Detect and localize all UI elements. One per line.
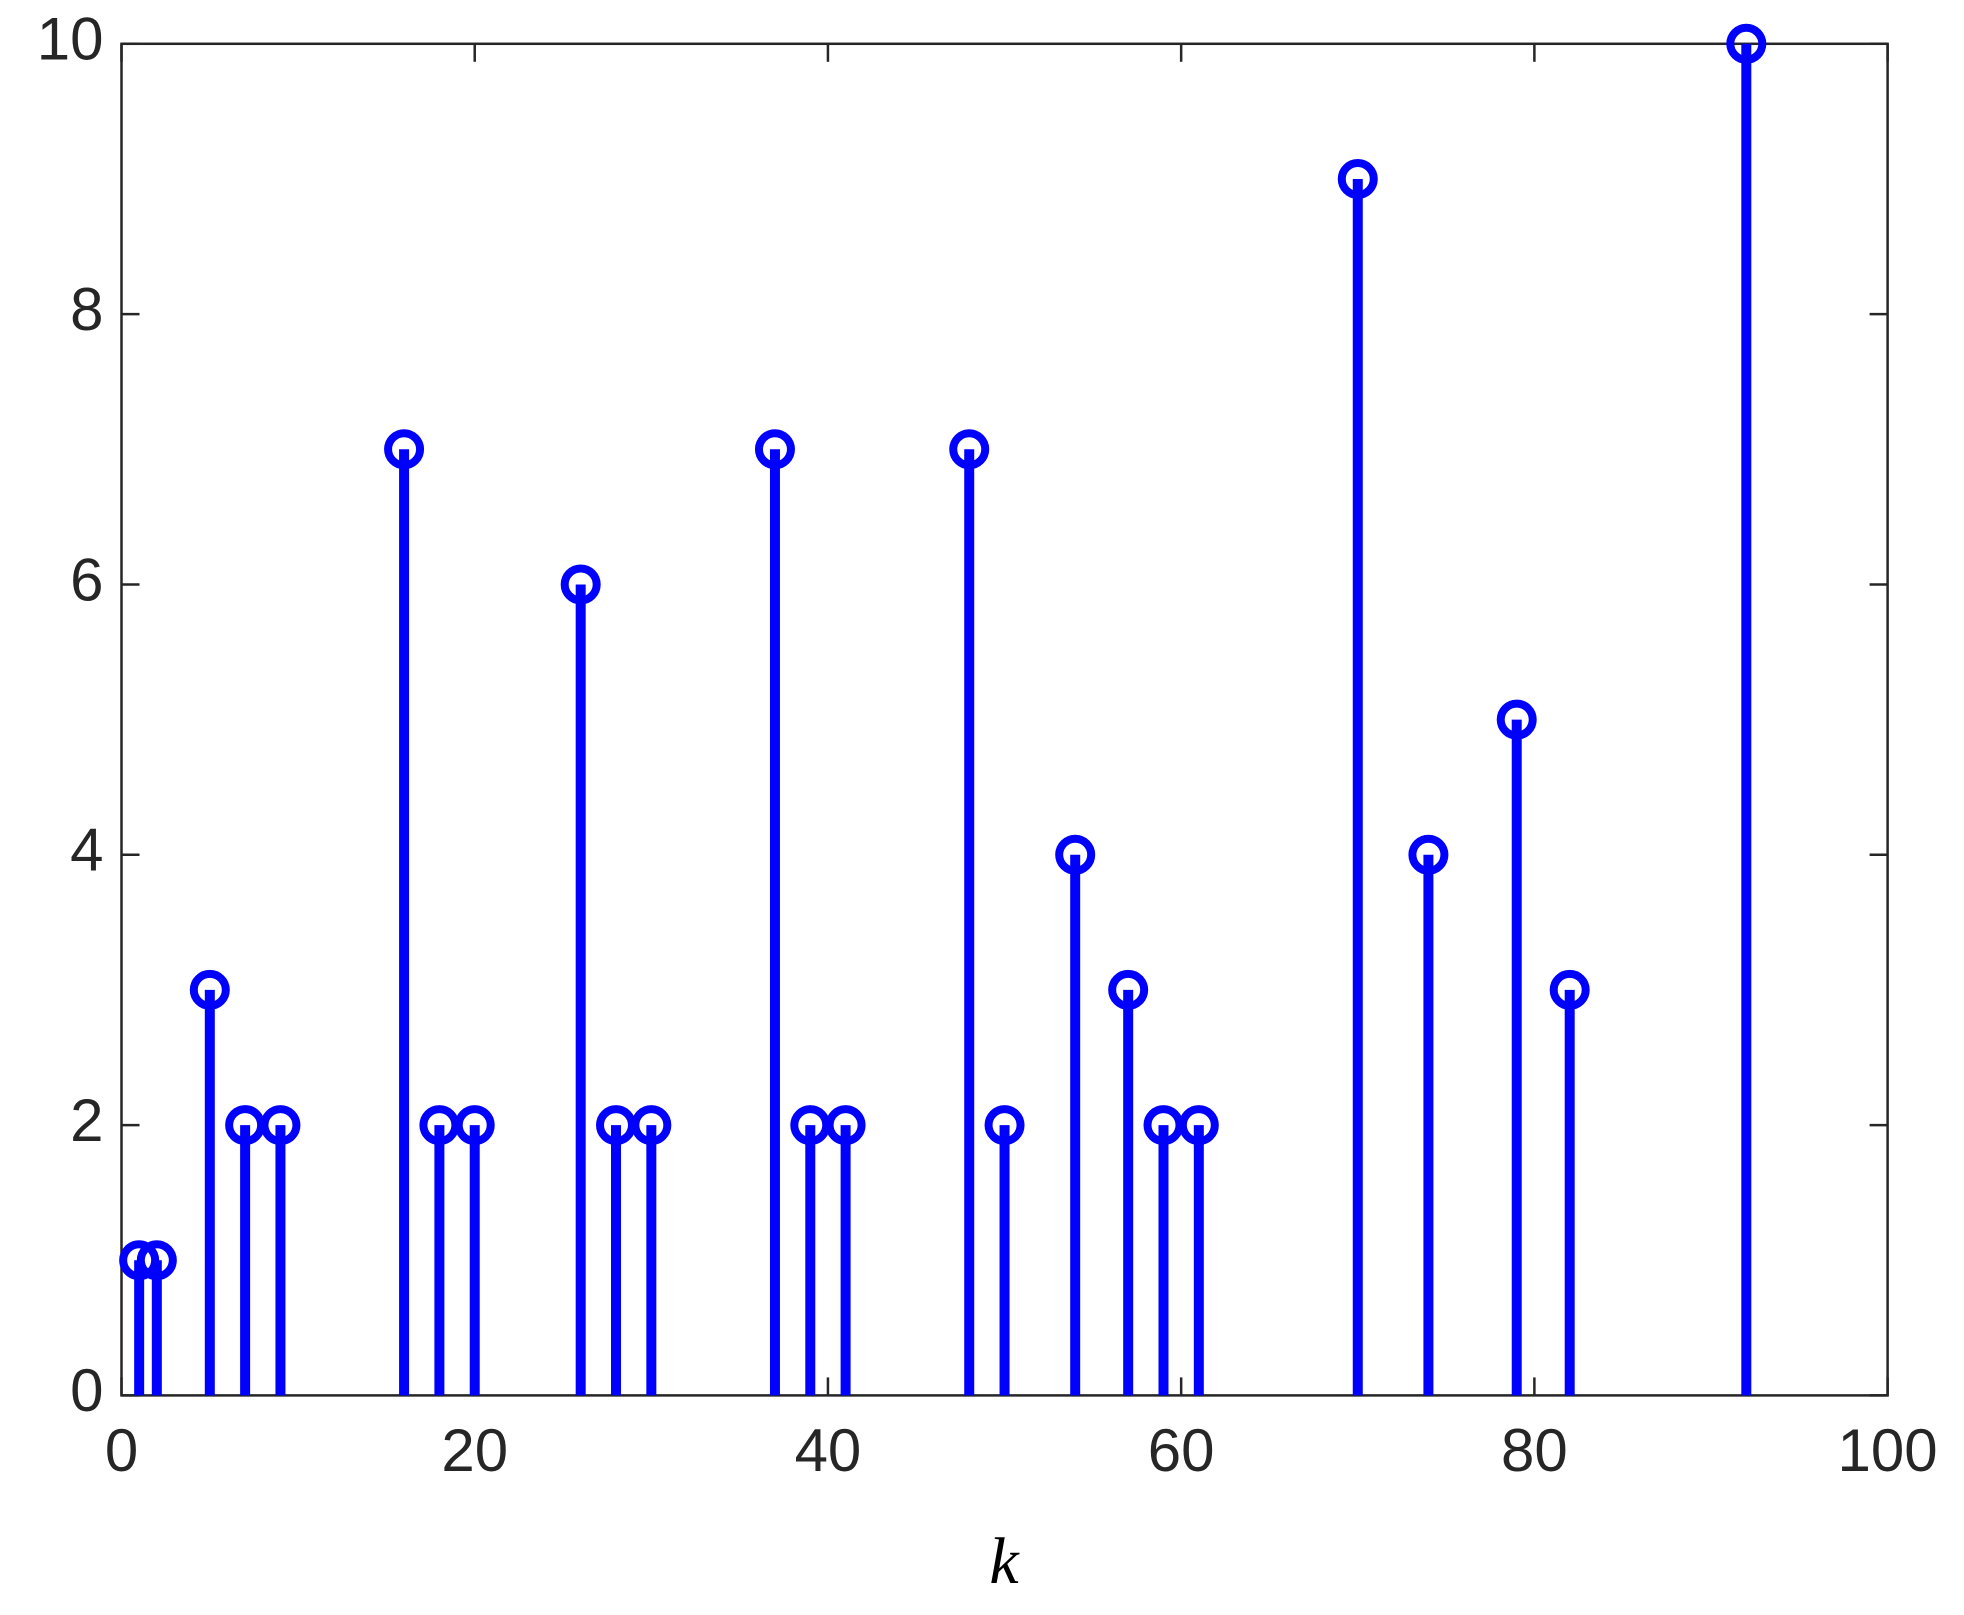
stem-marker bbox=[189, 969, 230, 1010]
y-tick-label: 8 bbox=[70, 276, 103, 343]
stem-marker bbox=[984, 1105, 1025, 1146]
y-tick-label: 4 bbox=[70, 817, 103, 884]
stem-marker bbox=[1055, 834, 1096, 875]
stem-marker bbox=[260, 1105, 301, 1146]
stem-marker bbox=[825, 1105, 866, 1146]
stem-marker bbox=[1178, 1105, 1219, 1146]
stem-marker bbox=[1108, 969, 1149, 1010]
stem-marker bbox=[631, 1105, 672, 1146]
x-axis-label: k bbox=[989, 1525, 1020, 1598]
stem-marker bbox=[1726, 23, 1767, 64]
x-tick-label: 0 bbox=[105, 1417, 138, 1484]
stem-marker bbox=[1337, 158, 1378, 199]
y-tick-label: 6 bbox=[70, 546, 103, 613]
stem-marker bbox=[136, 1240, 177, 1281]
x-tick-label: 40 bbox=[795, 1417, 862, 1484]
y-tick-label: 2 bbox=[70, 1087, 103, 1154]
stem-marker bbox=[1408, 834, 1449, 875]
stem-marker bbox=[454, 1105, 495, 1146]
stem-marker bbox=[949, 429, 990, 470]
stem-marker bbox=[1549, 969, 1590, 1010]
stem-marker bbox=[754, 429, 795, 470]
y-tick-label: 10 bbox=[37, 6, 104, 73]
stem-marker bbox=[1496, 699, 1537, 740]
stem-marker bbox=[560, 564, 601, 605]
x-tick-label: 20 bbox=[441, 1417, 508, 1484]
stem-marker bbox=[384, 429, 425, 470]
y-tick-label: 0 bbox=[70, 1357, 103, 1424]
x-tick-label: 100 bbox=[1838, 1417, 1938, 1484]
x-tick-label: 60 bbox=[1148, 1417, 1215, 1484]
x-tick-label: 80 bbox=[1501, 1417, 1568, 1484]
